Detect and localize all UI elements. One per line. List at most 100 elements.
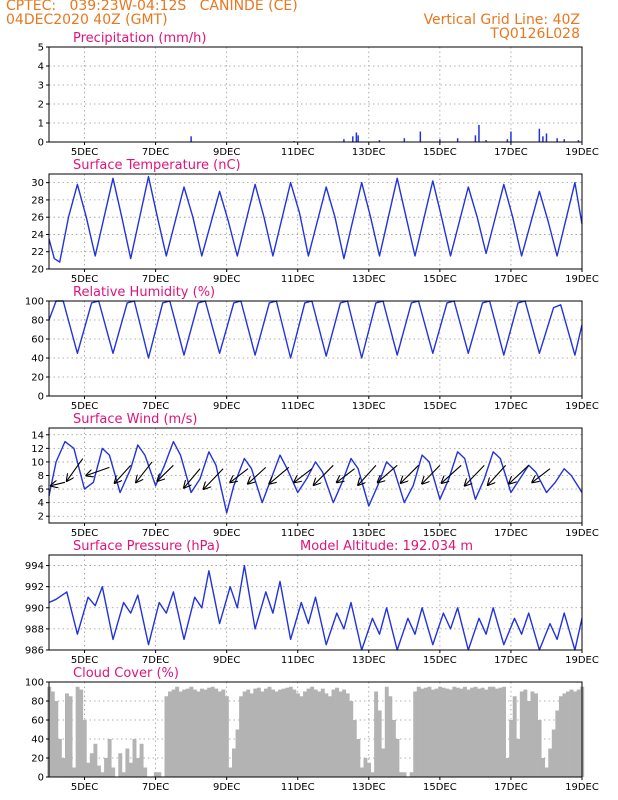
surface-wind-line	[48, 440, 583, 514]
y-tick-label: 0	[38, 392, 44, 403]
y-tick-label: 4	[38, 62, 44, 73]
cloud-cover-bar	[462, 686, 467, 777]
panel-frame	[48, 554, 583, 651]
cloud-cover-bar	[431, 689, 435, 777]
cloud-cover-bar	[185, 688, 190, 777]
cloud-cover-bar	[331, 689, 336, 777]
cloud-cover-bar	[356, 739, 361, 777]
y-tick-label: 24	[31, 230, 44, 241]
cloud-cover-bar	[534, 693, 538, 777]
y-tick-label: 20	[31, 373, 44, 384]
y-tick-label: 10	[31, 457, 44, 468]
x-tick-label: 19DEC	[565, 782, 599, 793]
cloud-cover-bar	[576, 689, 581, 777]
cloud-cover-bar	[470, 687, 475, 777]
y-tick-label: 20	[31, 265, 44, 276]
cloud-cover-bar	[445, 688, 450, 777]
cloud-cover-bar	[214, 688, 219, 777]
cloud-cover-bar	[203, 689, 208, 777]
wind-vector-arrow	[269, 466, 290, 483]
surface-temperature-line	[48, 175, 583, 263]
cloud-cover-bar	[274, 691, 279, 777]
cloud-cover-bar	[338, 691, 343, 777]
cloud-cover-bar	[271, 689, 276, 777]
x-tick-label: 11DEC	[281, 401, 315, 412]
cloud-cover-bar	[487, 686, 492, 777]
y-tick-label: 0	[38, 773, 44, 784]
y-tick-label: 80	[31, 316, 44, 327]
wind-vector-arrow	[86, 466, 110, 475]
surface-wind-title: Surface Wind (m/s)	[73, 412, 197, 427]
cloud-cover-bar	[473, 686, 478, 777]
cloud-cover-panel: 0 20 40 60 80 100 5DEC 7DEC 9DEC 11DEC 13DEC 15DEC 1…	[25, 666, 599, 793]
cloud-cover-bar	[317, 691, 322, 777]
cloud-cover-bar	[409, 772, 414, 777]
x-tick-label: 7DEC	[142, 147, 169, 158]
wind-vector-arrow	[314, 464, 334, 485]
x-tick-label: 5DEC	[71, 274, 98, 285]
cloud-cover-bar	[79, 689, 84, 777]
surface-pressure-line	[48, 564, 583, 651]
header-station-line: CPTEC: 039:23W-04:12S CANINDE (CE)	[6, 0, 298, 14]
y-tick-label: 22	[31, 247, 44, 258]
cloud-cover-bar	[320, 688, 325, 777]
cloud-cover-bar	[246, 689, 251, 777]
cloud-cover-bar	[96, 765, 101, 777]
cloud-cover-bar	[168, 691, 172, 777]
cloud-cover-bar	[139, 743, 144, 777]
x-tick-label: 5DEC	[71, 782, 98, 793]
x-tick-label: 11DEC	[281, 655, 315, 666]
x-tick-label: 19DEC	[565, 147, 599, 158]
y-tick-label: 14	[31, 430, 44, 441]
x-tick-label: 19DEC	[565, 655, 599, 666]
x-tick-label: 5DEC	[71, 401, 98, 412]
y-tick-label: 8	[38, 471, 44, 482]
cloud-cover-bar	[189, 686, 194, 777]
cloud-cover-bar	[541, 758, 546, 777]
header-model-code: TQ0126L028	[490, 26, 580, 42]
cloud-cover-bar	[310, 686, 315, 777]
wind-vector-arrow	[294, 468, 313, 483]
x-tick-label: 17DEC	[494, 147, 528, 158]
x-tick-label: 17DEC	[494, 782, 528, 793]
x-tick-label: 13DEC	[352, 528, 386, 539]
cloud-cover-bar	[324, 693, 329, 777]
cloud-cover-bar	[555, 710, 560, 777]
y-tick-label: 5	[38, 43, 44, 54]
wind-vector-arrow	[115, 464, 132, 483]
x-tick-label: 15DEC	[423, 147, 457, 158]
cloud-cover-bar	[505, 758, 510, 777]
y-tick-label: 992	[25, 582, 44, 593]
y-tick-label: 986	[25, 646, 44, 657]
x-tick-label: 15DEC	[423, 274, 457, 285]
x-tick-label: 13DEC	[352, 274, 386, 285]
cloud-cover-bar	[178, 691, 183, 777]
cloud-cover-bar	[175, 686, 180, 777]
x-tick-label: 17DEC	[494, 401, 528, 412]
x-tick-label: 9DEC	[213, 655, 240, 666]
cloud-cover-bar	[263, 688, 268, 777]
cloud-cover-bar	[157, 772, 162, 777]
y-tick-label: 40	[31, 354, 44, 365]
cloud-cover-bar	[267, 686, 272, 777]
y-tick-label: 60	[31, 335, 44, 346]
cloud-cover-bar	[477, 688, 482, 777]
surface-wind-panel: 2 4 6 8 10 12 14 5DEC 7DEC 9DEC 11DEC 13DEC 15DEC 17D…	[31, 412, 599, 539]
y-tick-label: 990	[25, 603, 44, 614]
x-tick-label: 9DEC	[213, 147, 240, 158]
x-tick-label: 7DEC	[142, 401, 169, 412]
cloud-cover-bar	[370, 772, 375, 777]
x-tick-label: 5DEC	[71, 528, 98, 539]
x-tick-label: 11DEC	[281, 782, 315, 793]
relative-humidity-title: Relative Humidity (%)	[73, 285, 215, 300]
cloud-cover-bar	[171, 689, 176, 777]
x-tick-label: 9DEC	[213, 401, 240, 412]
wind-vector-arrow	[230, 468, 249, 483]
cloud-cover-bar	[82, 720, 87, 777]
x-tick-label: 19DEC	[565, 401, 599, 412]
cloud-cover-bar	[260, 691, 265, 777]
y-tick-label: 994	[25, 561, 44, 572]
cloud-cover-bar	[104, 758, 109, 777]
cloud-cover-bar	[459, 688, 464, 777]
